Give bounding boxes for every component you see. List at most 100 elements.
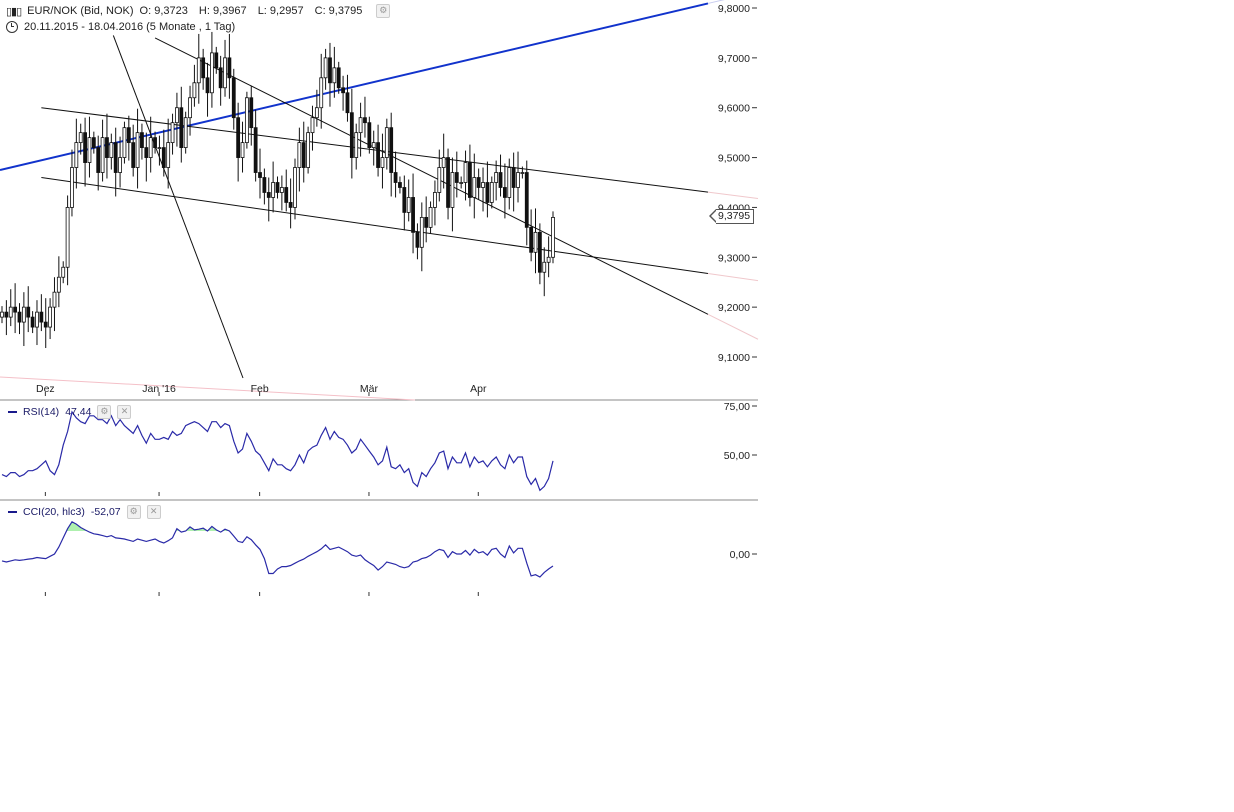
candle [140, 123, 144, 160]
candle [192, 64, 197, 107]
cci-value: -52,07 [90, 506, 121, 518]
price-tick-label: 9,8000 [718, 3, 750, 15]
candle-body-down [511, 167, 516, 188]
cci-tick-label: 0,00 [730, 549, 751, 561]
candle-body-up [319, 77, 324, 109]
rsi-close-icon[interactable]: ✕ [117, 405, 132, 419]
candle-body-down [105, 137, 109, 158]
descending-trendline-extension [707, 313, 759, 340]
candle-body-up [61, 266, 66, 278]
candle [266, 177, 271, 222]
candle [105, 113, 109, 179]
cci-settings-icon[interactable]: ⚙ [126, 505, 141, 519]
candle [489, 176, 494, 209]
candle [481, 167, 485, 212]
candle-body-down [476, 177, 481, 188]
candle-body-down [39, 311, 44, 323]
candle [8, 289, 13, 327]
candle-body-down [96, 147, 101, 173]
candle [52, 277, 57, 332]
candle [542, 247, 547, 297]
candle-body-down [424, 216, 429, 228]
candle [472, 153, 477, 219]
x-tick-label: Jan '16 [142, 383, 176, 395]
candle-body-down [131, 142, 136, 168]
candle-body-up [48, 306, 53, 328]
candle-body-up [109, 142, 114, 158]
candle-body-down [363, 117, 367, 124]
candle-body-up [70, 167, 74, 208]
candle [284, 169, 289, 212]
candle [288, 178, 293, 229]
candle-body-up [520, 172, 525, 174]
candle [183, 111, 188, 154]
candle [227, 33, 232, 99]
candle [48, 298, 53, 340]
faint-pink-line [0, 376, 416, 401]
candle-body-up [516, 172, 520, 188]
candle-body-up [371, 142, 376, 149]
candle [205, 62, 210, 117]
candle-body-down [529, 226, 534, 253]
candle [516, 151, 520, 203]
rsi-line [1, 410, 554, 492]
candle [336, 61, 341, 94]
candle-body-down [218, 67, 223, 89]
settings-icon[interactable]: ⚙ [376, 4, 391, 18]
candle [249, 85, 254, 146]
candle-body-up [380, 157, 385, 168]
candle-body-down [454, 172, 459, 183]
candle-body-up [332, 67, 337, 84]
channel-upper-line [41, 107, 709, 193]
candle [349, 88, 354, 179]
price-tick-label: 9,5000 [718, 153, 750, 165]
candle [411, 173, 415, 254]
candle [39, 294, 44, 332]
candle-body-down [43, 321, 48, 328]
candle [323, 48, 328, 90]
candle-body-down [113, 142, 118, 173]
candle-body-up [323, 57, 328, 79]
candle [148, 116, 153, 173]
candle [166, 118, 171, 189]
high-value: H: 9,3967 [198, 5, 247, 17]
candle-body-up [314, 107, 319, 119]
rsi-swatch [8, 411, 17, 413]
candle-body-down [179, 107, 184, 149]
candle-body-down [402, 187, 407, 213]
candle [131, 124, 136, 177]
candle [520, 166, 525, 179]
cci-label-row: CCI(20, hlc3) -52,07 ⚙ ✕ [8, 505, 161, 519]
rsi-value: 47,44 [65, 406, 92, 418]
candle-body-up [183, 117, 188, 149]
candle-body-up [507, 167, 512, 198]
candle [537, 223, 542, 285]
candle [502, 163, 507, 219]
candle [332, 46, 337, 98]
candle [87, 116, 92, 178]
candle [126, 115, 131, 161]
rsi-settings-icon[interactable]: ⚙ [97, 405, 112, 419]
candle-body-down [231, 77, 236, 119]
candle [13, 283, 18, 334]
candle [376, 124, 380, 177]
candle-body-up [175, 107, 179, 124]
symbol-title: EUR/NOK (Bid, NOK) [27, 5, 134, 17]
candle [70, 149, 74, 217]
candle [446, 148, 450, 220]
candle-body-up [65, 207, 70, 268]
candle-body-up [74, 142, 79, 168]
cci-close-icon[interactable]: ✕ [146, 505, 161, 519]
x-tick-label: Feb [251, 383, 269, 395]
candle [389, 112, 394, 197]
candle [0, 306, 4, 324]
candle-body-down [17, 311, 22, 323]
candle [463, 150, 468, 201]
candle-body-down [389, 127, 394, 173]
candle-body-up [551, 216, 555, 258]
candle-body-up [87, 137, 92, 163]
price-tick-label: 9,7000 [718, 53, 750, 65]
candle [210, 31, 214, 108]
candle [319, 53, 324, 129]
candle-body-up [406, 197, 411, 213]
